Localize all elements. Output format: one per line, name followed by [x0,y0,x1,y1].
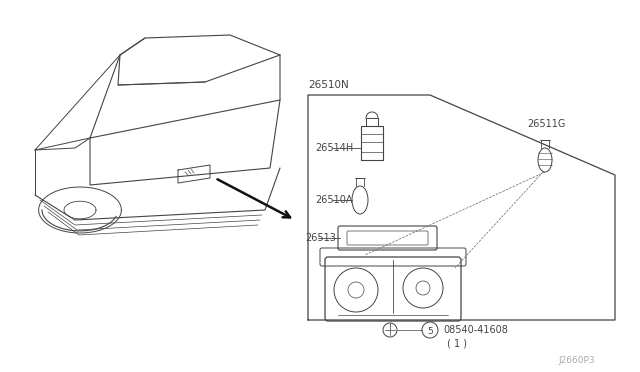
Text: 26510N: 26510N [308,80,349,90]
Text: J2660P3: J2660P3 [558,356,595,365]
Text: 26514H: 26514H [315,143,353,153]
Text: 26511G: 26511G [527,119,565,129]
Text: ( 1 ): ( 1 ) [447,339,467,349]
Text: 26510A: 26510A [315,195,353,205]
Text: 26513: 26513 [305,233,336,243]
Text: 08540-41608: 08540-41608 [443,325,508,335]
Text: 5: 5 [427,327,433,336]
